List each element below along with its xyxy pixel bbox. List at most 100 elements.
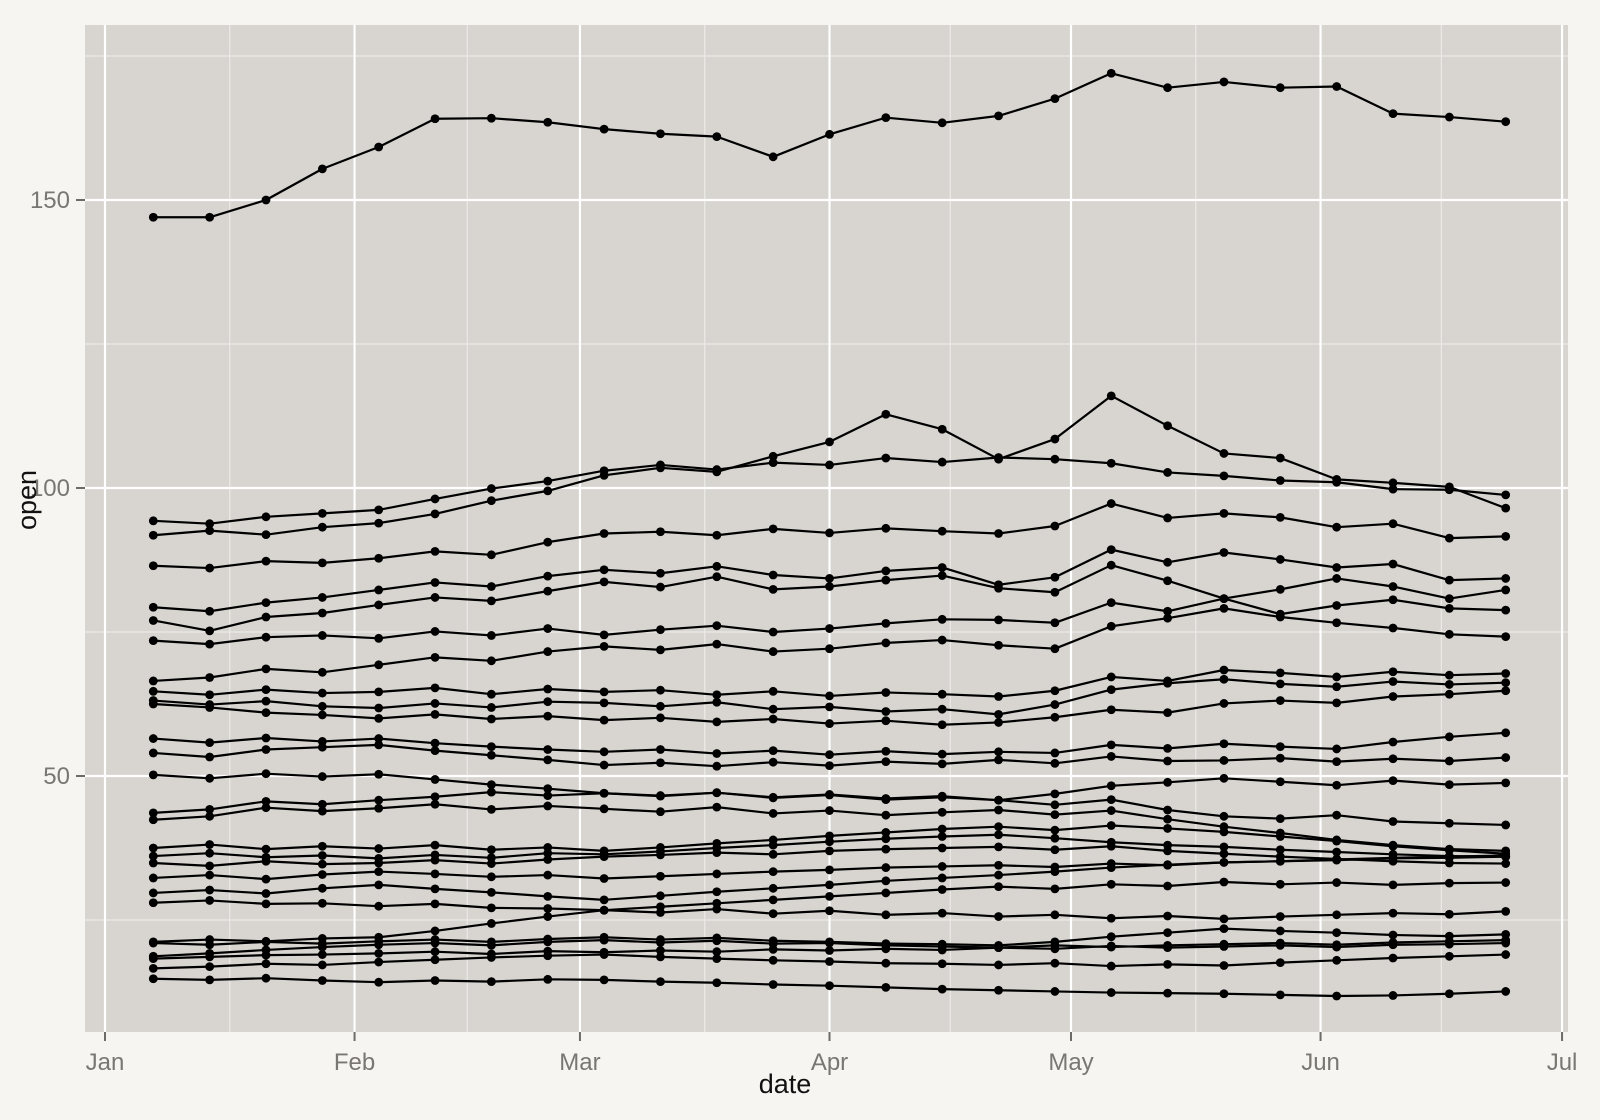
- series-27-point: [487, 953, 496, 962]
- series-08-point: [1275, 612, 1285, 622]
- series-26-point: [1332, 942, 1342, 952]
- series-01-point: [994, 111, 1003, 121]
- series-12-point: [656, 745, 665, 754]
- series-03-point: [1501, 503, 1511, 513]
- series-03-point: [487, 496, 496, 506]
- series-12-point: [1050, 748, 1060, 758]
- series-08-point: [430, 652, 440, 662]
- series-20-point: [881, 863, 891, 872]
- series-21-point: [1050, 867, 1060, 877]
- series-11-point: [768, 714, 778, 724]
- series-07-point: [1050, 618, 1060, 628]
- series-25-point: [543, 937, 553, 947]
- series-09-point: [205, 690, 215, 700]
- series-08-point: [881, 638, 891, 648]
- series-08-point: [205, 673, 215, 682]
- series-28-point: [1219, 989, 1229, 999]
- series-13-point: [768, 757, 778, 767]
- series-12-point: [994, 747, 1003, 757]
- series-05-point: [1163, 557, 1172, 567]
- series-20-point: [317, 870, 327, 879]
- series-10-point: [430, 699, 440, 708]
- series-07-point: [317, 631, 327, 640]
- series-11-point: [1388, 692, 1398, 701]
- series-01-point: [1219, 77, 1229, 87]
- series-18-point: [1332, 847, 1342, 857]
- series-11-point: [543, 711, 553, 721]
- series-04-point: [1444, 533, 1454, 543]
- series-27-point: [712, 954, 722, 963]
- series-24-point: [205, 940, 215, 950]
- series-07-point: [599, 630, 609, 640]
- series-27-point: [1050, 958, 1060, 968]
- series-12-point: [881, 746, 891, 756]
- series-03-point: [768, 451, 778, 461]
- series-18-point: [768, 840, 778, 850]
- series-15-point: [656, 791, 665, 801]
- series-18-point: [994, 830, 1003, 840]
- series-22-point: [1219, 877, 1229, 887]
- series-20-point: [994, 860, 1003, 870]
- series-17-point: [1388, 841, 1398, 851]
- series-21-point: [1444, 853, 1454, 863]
- series-16-point: [1050, 810, 1060, 819]
- series-22-point: [768, 895, 778, 905]
- series-02-point: [1388, 484, 1398, 494]
- series-03-point: [1219, 449, 1229, 458]
- series-23-point: [1332, 910, 1342, 920]
- series-04-point: [1332, 522, 1342, 532]
- series-04-point: [487, 550, 496, 560]
- series-03-point: [1444, 482, 1454, 492]
- series-13-point: [1501, 753, 1511, 762]
- series-16-point: [374, 803, 384, 813]
- series-27-point: [317, 960, 327, 970]
- series-05-point: [543, 571, 553, 581]
- series-10-point: [1444, 680, 1454, 689]
- series-28-point: [825, 981, 834, 991]
- series-13-point: [487, 750, 496, 760]
- series-18-point: [543, 848, 553, 858]
- series-16-point: [768, 809, 778, 818]
- series-15-point: [487, 787, 496, 797]
- x-tick-label: May: [1048, 1049, 1093, 1076]
- x-tick-label: Feb: [334, 1049, 375, 1076]
- series-04-point: [374, 553, 384, 563]
- series-07-point: [374, 633, 384, 643]
- series-23-point: [1388, 908, 1398, 918]
- series-03-point: [148, 530, 158, 540]
- series-12-point: [768, 746, 778, 756]
- series-27-point: [1388, 953, 1398, 963]
- series-13-point: [261, 745, 271, 754]
- series-10-point: [374, 703, 384, 713]
- series-09-point: [825, 691, 834, 701]
- series-20-point: [937, 862, 947, 871]
- series-06-point: [599, 577, 609, 587]
- series-22-point: [317, 898, 327, 908]
- series-03-point: [261, 530, 271, 540]
- series-19-point: [148, 858, 158, 868]
- series-26-point: [1219, 942, 1229, 951]
- series-26-point: [1444, 939, 1454, 949]
- series-03-point: [656, 463, 665, 473]
- series-17-point: [994, 822, 1003, 832]
- series-02-point: [487, 484, 496, 493]
- series-08-point: [1501, 632, 1511, 642]
- series-12-point: [1444, 732, 1454, 742]
- series-03-point: [1332, 474, 1342, 484]
- series-01-point: [656, 129, 665, 139]
- series-21-point: [1106, 863, 1116, 872]
- series-06-point: [430, 593, 440, 602]
- series-19-point: [825, 846, 834, 856]
- series-26-point: [881, 944, 891, 954]
- series-08-point: [1050, 644, 1060, 654]
- series-19-point: [1219, 849, 1229, 859]
- series-21-point: [1332, 855, 1342, 865]
- series-18-point: [937, 832, 947, 841]
- series-27-point: [1219, 961, 1229, 970]
- series-03-point: [543, 486, 553, 496]
- series-16-point: [1106, 806, 1116, 815]
- series-15-point: [205, 805, 215, 814]
- series-14-point: [148, 770, 158, 780]
- series-11-point: [937, 720, 947, 730]
- series-01-point: [1163, 83, 1172, 93]
